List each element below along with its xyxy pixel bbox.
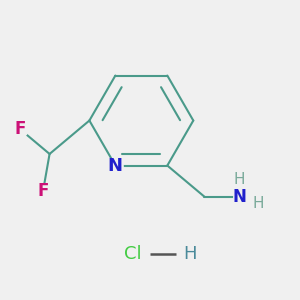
Text: F: F xyxy=(37,182,49,200)
Text: F: F xyxy=(15,121,26,139)
Text: H: H xyxy=(183,245,196,263)
Text: H: H xyxy=(252,196,264,211)
Text: N: N xyxy=(232,188,246,206)
Text: Cl: Cl xyxy=(124,245,142,263)
Text: H: H xyxy=(233,172,245,187)
Text: N: N xyxy=(108,157,123,175)
